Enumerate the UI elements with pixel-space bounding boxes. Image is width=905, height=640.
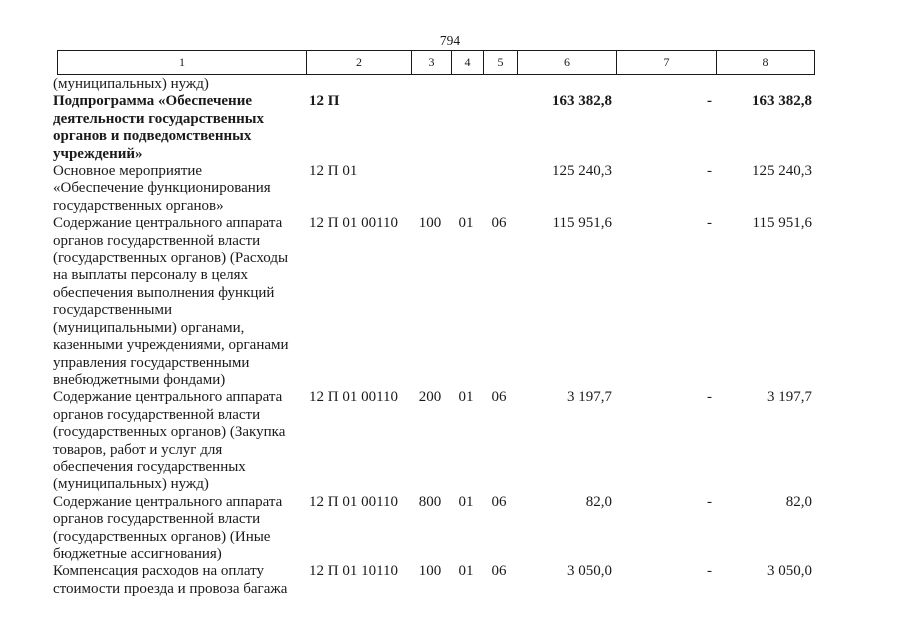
- table-row: Компенсация расходов на оплату стоимости…: [53, 563, 815, 598]
- col3-cell: 800: [418, 493, 442, 510]
- col3-cell: 200: [418, 389, 442, 406]
- table-row: Содержание центрального аппарата органов…: [53, 494, 815, 564]
- name-cell: Компенсация расходов на оплату стоимости…: [53, 563, 288, 597]
- amount8-cell: 3 050,0: [767, 563, 812, 580]
- name-cell: Содержание центрального аппарата органов…: [53, 389, 286, 493]
- column-header-2: 2: [306, 51, 411, 74]
- col4-cell: 01: [458, 389, 474, 406]
- table-row: Содержание центрального аппарата органов…: [53, 389, 815, 493]
- amount8-cell: 163 382,8: [752, 93, 812, 110]
- amount6-cell: 163 382,8: [552, 93, 612, 110]
- col5-cell: 06: [491, 389, 507, 406]
- amount6-cell: 3 050,0: [567, 563, 612, 580]
- name-cell: Содержание центрального аппарата органов…: [53, 215, 289, 388]
- amount8-cell: 3 197,7: [767, 389, 812, 406]
- amount7-cell: -: [707, 215, 712, 232]
- amount7-cell: -: [707, 389, 712, 406]
- name-cell: (муниципальных) нужд): [53, 76, 209, 92]
- col5-cell: 06: [491, 493, 507, 510]
- column-header-5: 5: [483, 51, 517, 74]
- col4-cell: 01: [458, 493, 474, 510]
- amount6-cell: 82,0: [585, 493, 612, 510]
- amount7-cell: -: [707, 493, 712, 510]
- amount7-cell: -: [707, 163, 712, 180]
- column-header-7: 7: [616, 51, 716, 74]
- column-header-8: 8: [716, 51, 814, 74]
- col5-cell: 06: [491, 215, 507, 232]
- amount8-cell: 115 951,6: [752, 215, 812, 232]
- name-cell: Подпрограмма «Обеспечение деятельности г…: [53, 93, 264, 162]
- amount7-cell: -: [707, 563, 712, 580]
- name-cell: Основное мероприятие «Обеспечение функци…: [53, 163, 271, 214]
- code-cell: 12 П 01 10110: [309, 563, 399, 580]
- table-row: Содержание центрального аппарата органов…: [53, 215, 815, 389]
- code-cell: 12 П 01: [309, 163, 358, 180]
- code-cell: 12 П 01 00110: [309, 389, 399, 406]
- budget-table-body: (муниципальных) нужд) Подпрограмма «Обес…: [53, 76, 815, 598]
- table-row: Основное мероприятие «Обеспечение функци…: [53, 163, 815, 215]
- column-header-1: 1: [179, 55, 185, 69]
- column-header-4: 4: [451, 51, 483, 74]
- amount6-cell: 3 197,7: [567, 389, 612, 406]
- column-header-6: 6: [517, 51, 616, 74]
- page-number: 794: [439, 33, 461, 48]
- code-cell: 12 П: [309, 93, 340, 110]
- table-row: Подпрограмма «Обеспечение деятельности г…: [53, 93, 815, 163]
- code-cell: 12 П 01 00110: [309, 215, 399, 232]
- col4-cell: 01: [458, 563, 474, 580]
- amount8-cell: 125 240,3: [752, 163, 812, 180]
- col3-cell: 100: [418, 563, 442, 580]
- table-row: (муниципальных) нужд): [53, 76, 815, 93]
- name-cell: Содержание центрального аппарата органов…: [53, 493, 283, 562]
- amount8-cell: 82,0: [785, 493, 812, 510]
- col5-cell: 06: [491, 563, 507, 580]
- col3-cell: 100: [418, 215, 442, 232]
- column-header-3: 3: [411, 51, 451, 74]
- code-cell: 12 П 01 00110: [309, 493, 399, 510]
- column-number-header-row: 1 2 3 4 5 6 7 8: [57, 50, 815, 75]
- amount6-cell: 125 240,3: [552, 163, 612, 180]
- col4-cell: 01: [458, 215, 474, 232]
- amount7-cell: -: [707, 93, 712, 110]
- amount6-cell: 115 951,6: [552, 215, 612, 232]
